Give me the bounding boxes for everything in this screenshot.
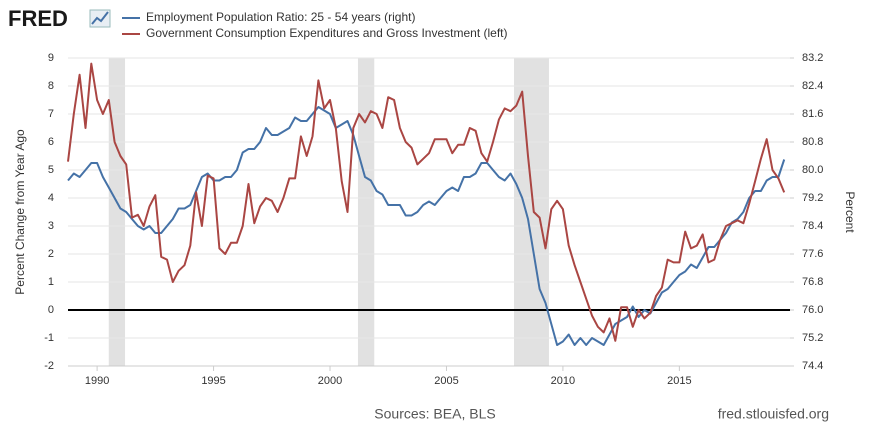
y2-tick-label: 77.6 [802,248,823,260]
y-tick-label: 2 [48,248,54,260]
recession-band [357,58,375,366]
y2-tick-label: 74.4 [802,360,823,372]
y-tick-label: 9 [48,52,54,64]
legend-label: Government Consumption Expenditures and … [146,26,508,40]
x-tick-label: 1995 [201,375,225,387]
y2-axis-label: Percent [843,191,857,233]
y-tick-label: 5 [48,164,54,176]
logo[interactable]: FRED [8,6,68,31]
y2-tick-label: 81.6 [802,108,823,120]
y2-tick-label: 76.8 [802,276,823,288]
x-tick-label: 2010 [551,375,575,387]
y-tick-label: 4 [48,192,54,204]
x-tick-label: 2015 [667,375,691,387]
logo-icon [89,9,111,28]
x-tick-label: 1990 [85,375,109,387]
legend-label: Employment Population Ratio: 25 - 54 yea… [146,10,415,24]
series-line [67,106,786,346]
y-tick-label: 3 [48,220,54,232]
y-axis-label: Percent Change from Year Ago [13,129,27,295]
x-tick-label: 2000 [318,375,342,387]
recession-band [108,58,126,366]
y-tick-label: 7 [48,108,54,120]
y2-tick-label: 79.2 [802,192,823,204]
y-tick-label: -1 [44,332,54,344]
series-line [67,62,786,342]
y-tick-label: 0 [48,304,54,316]
y-tick-label: 1 [48,276,54,288]
y2-tick-label: 80.8 [802,136,823,148]
y2-tick-label: 76.0 [802,304,823,316]
site-link[interactable]: fred.stlouisfed.org [718,406,829,422]
y-tick-label: -2 [44,360,54,372]
x-tick-label: 2005 [434,375,458,387]
y2-tick-label: 80.0 [802,164,823,176]
y-tick-label: 6 [48,136,54,148]
y2-tick-label: 82.4 [802,80,823,92]
y2-tick-label: 83.2 [802,52,823,64]
y2-tick-label: 78.4 [802,220,823,232]
y-tick-label: 8 [48,80,54,92]
y2-tick-label: 75.2 [802,332,823,344]
recession-band [514,58,549,366]
sources: Sources: BEA, BLS [374,406,495,422]
